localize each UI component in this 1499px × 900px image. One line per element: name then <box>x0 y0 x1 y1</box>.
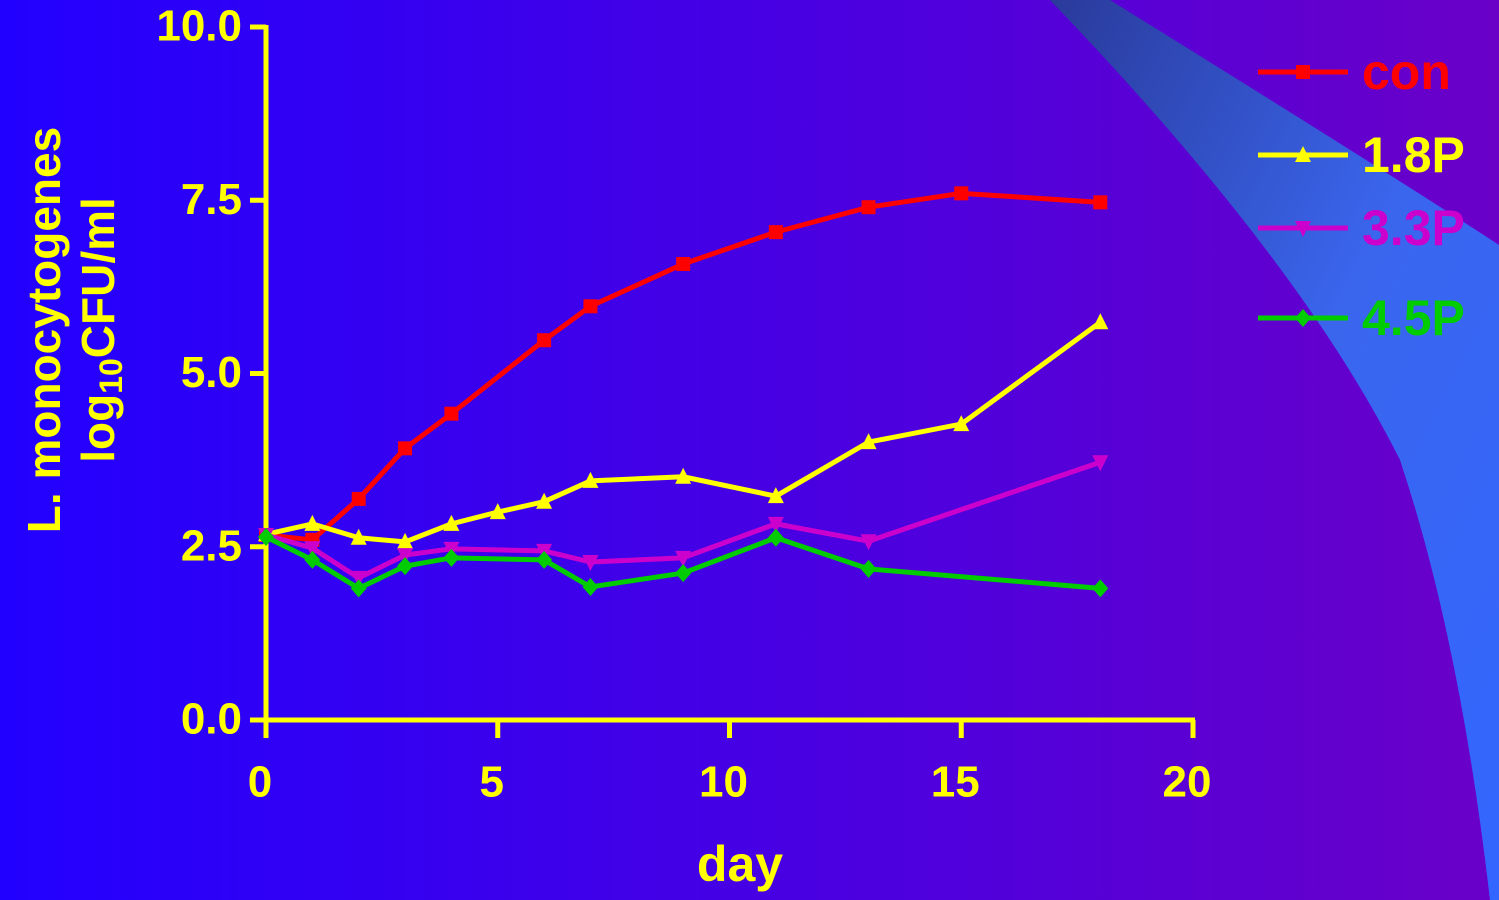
y-axis-title-part: log <box>72 394 124 463</box>
chart: day L. monocytogenes log10CFU/ml 0.02.55… <box>0 0 1499 900</box>
marker <box>352 492 366 506</box>
marker <box>583 299 597 313</box>
marker <box>676 257 690 271</box>
y-tick-label: 0.0 <box>181 695 242 744</box>
marker <box>1093 195 1107 209</box>
legend-label: 1.8P <box>1362 127 1465 183</box>
y-axis-title-line: log10CFU/ml <box>72 197 129 463</box>
y-tick-label: 2.5 <box>181 521 242 570</box>
legend-label: 4.5P <box>1362 290 1465 346</box>
y-axis-title-line: L. monocytogenes <box>18 127 70 533</box>
legend-label: con <box>1362 44 1451 100</box>
marker <box>769 225 783 239</box>
page: day L. monocytogenes log10CFU/ml 0.02.55… <box>0 0 1499 900</box>
legend-marker <box>1296 65 1310 79</box>
legend-label: 3.3P <box>1362 200 1465 256</box>
y-tick-label: 7.5 <box>181 175 242 224</box>
y-tick-label: 10.0 <box>156 2 242 51</box>
marker <box>398 441 412 455</box>
marker <box>537 333 551 347</box>
marker <box>862 200 876 214</box>
y-axis-title-part: CFU/ml <box>72 197 124 358</box>
y-axis-title-subscript: 10 <box>93 358 129 394</box>
marker <box>444 407 458 421</box>
x-tick-label: 15 <box>931 758 980 807</box>
x-tick-label: 0 <box>248 758 272 807</box>
x-tick-label: 20 <box>1163 758 1212 807</box>
x-axis-title: day <box>697 836 783 892</box>
y-tick-label: 5.0 <box>181 348 242 397</box>
x-tick-label: 5 <box>480 758 504 807</box>
x-tick-label: 10 <box>699 758 748 807</box>
marker <box>954 186 968 200</box>
